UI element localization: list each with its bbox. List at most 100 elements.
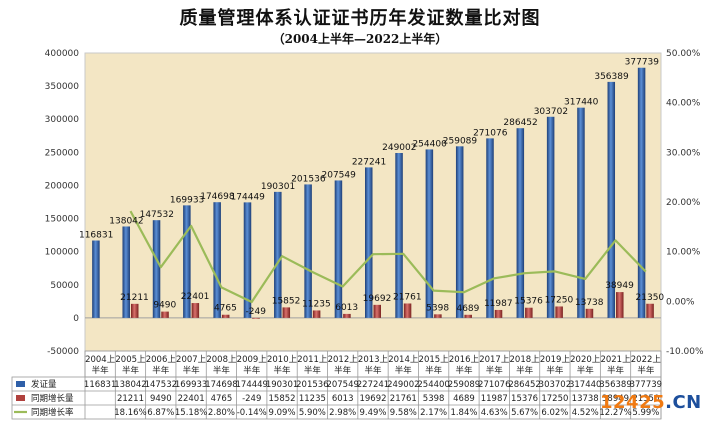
table-cell: 5.99% (632, 408, 659, 418)
legend-label: 同期增长率 (31, 407, 74, 418)
bar-issued (395, 152, 403, 318)
category-label: 半年 (455, 365, 473, 376)
category-label: 半年 (607, 365, 625, 376)
y-tick-label: 400000 (45, 49, 80, 59)
table-cell: 4765 (211, 394, 233, 404)
table-cell: 2.80% (208, 408, 235, 418)
bar-issued (243, 202, 252, 318)
table-cell: 9.58% (390, 408, 417, 418)
table-cell: 259089 (448, 380, 480, 390)
growth-amount-label: 9490 (153, 301, 176, 311)
table-cell: 356389 (599, 380, 631, 390)
bar-growth-amount (130, 303, 139, 318)
growth-amount-label: 19692 (363, 294, 392, 304)
bar-issued (92, 240, 100, 318)
category-label: 2014上 (388, 355, 419, 365)
growth-amount-label: 6013 (335, 303, 358, 313)
bar-issued (577, 107, 585, 318)
issued-value-label: 174449 (231, 192, 266, 202)
table-cell: 4.63% (481, 408, 508, 418)
table-cell: 11987 (481, 394, 508, 404)
issued-value-label: 138042 (109, 216, 143, 226)
bar-issued (455, 146, 464, 318)
category-label: 半年 (577, 365, 595, 376)
bar-issued (334, 180, 343, 318)
bar-issued (122, 226, 130, 318)
category-label: 2019上 (540, 355, 571, 365)
watermark-suffix: .CN (665, 392, 702, 413)
category-label: 2012上 (328, 355, 359, 365)
table-cell: 174449 (236, 380, 268, 390)
growth-amount-label: 15852 (272, 296, 301, 306)
category-label: 2006上 (146, 355, 177, 365)
category-label: 半年 (486, 365, 504, 376)
growth-amount-label: 21211 (120, 293, 149, 303)
watermark-main: 12425 (600, 392, 666, 413)
table-cell: -249 (242, 394, 261, 404)
table-cell: 21211 (117, 394, 144, 404)
y2-tick-label: 50.00% (666, 49, 701, 59)
bar-growth-amount (221, 314, 230, 318)
table-cell: 22401 (178, 394, 205, 404)
table-cell: 1.84% (450, 408, 477, 418)
table-cell: 227241 (357, 380, 389, 390)
bar-issued (213, 202, 221, 318)
issued-value-label: 169933 (170, 195, 204, 205)
bar-growth-amount (191, 303, 200, 318)
table-cell: 6.87% (147, 408, 174, 418)
issued-value-label: 259089 (443, 136, 478, 146)
table-cell: 286452 (508, 380, 540, 390)
growth-amount-label: 11235 (302, 299, 331, 309)
table-cell: 15.18% (175, 408, 207, 418)
bar-issued (183, 205, 191, 318)
growth-amount-label: 22401 (181, 292, 210, 302)
category-label: 半年 (92, 365, 110, 376)
table-cell: 18.16% (114, 408, 146, 418)
bar-issued (152, 220, 161, 318)
category-label: 2005上 (115, 355, 146, 365)
category-label: 2008上 (206, 355, 237, 365)
issued-value-label: 227241 (352, 157, 386, 167)
table-cell: 12.27% (599, 408, 631, 418)
issued-value-label: 271076 (473, 128, 508, 138)
table-cell: 4.52% (572, 408, 599, 418)
bar-growth-amount (282, 307, 291, 318)
bar-growth-amount (494, 309, 503, 318)
bar-issued (607, 81, 616, 318)
bar-issued (486, 138, 494, 318)
legend-label: 发证量 (31, 379, 57, 390)
table-cell: -0.14% (237, 408, 267, 418)
bar-issued (304, 184, 312, 318)
issued-value-label: 286452 (503, 118, 537, 128)
issued-value-label: 174698 (200, 192, 235, 202)
legend-label: 同期增长量 (31, 393, 74, 404)
growth-amount-label: 38949 (605, 281, 634, 291)
growth-amount-label: 17250 (545, 295, 574, 305)
table-cell: 190301 (266, 380, 298, 390)
table-cell: 174698 (205, 380, 237, 390)
category-label: 半年 (546, 365, 564, 376)
y2-tick-label: -10.00% (666, 347, 704, 357)
y-tick-label: 250000 (45, 148, 80, 158)
table-cell: 21761 (390, 394, 417, 404)
table-cell: 201536 (296, 380, 328, 390)
growth-amount-label: 15376 (514, 297, 543, 307)
bar-growth-amount (525, 307, 533, 318)
y-tick-label: 300000 (45, 115, 80, 125)
category-label: 2016上 (449, 355, 480, 365)
category-label: 半年 (243, 365, 261, 376)
bar-growth-amount (646, 303, 654, 318)
growth-amount-label: -249 (246, 307, 267, 317)
bar-growth-amount (585, 308, 594, 318)
category-label: 半年 (213, 365, 231, 376)
issued-value-label: 116831 (79, 231, 113, 241)
table-cell: 19692 (359, 394, 386, 404)
category-label: 2018上 (510, 355, 541, 365)
bar-growth-amount (252, 317, 260, 319)
issued-value-label: 190301 (261, 182, 295, 192)
table-cell: 5.67% (511, 408, 538, 418)
table-cell: 271076 (478, 380, 510, 390)
category-label: 半年 (516, 365, 534, 376)
